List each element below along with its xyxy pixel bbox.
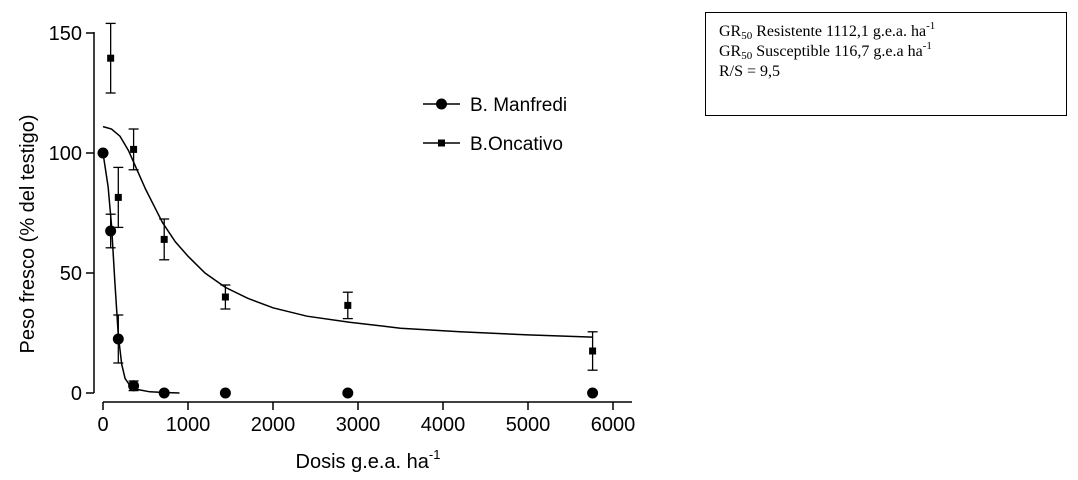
x-axis-title-text: Dosis g.e.a. ha <box>296 451 430 473</box>
y-axis-title: Peso fresco (% del testigo) <box>17 115 39 354</box>
point-manfredi <box>128 380 140 392</box>
stats-box: GR50 Resistente 1112,1 g.e.a. ha-1 GR50 … <box>705 12 1067 116</box>
y-tick-label: 0 <box>71 383 82 405</box>
fit-curves <box>102 125 593 394</box>
stats-gr-subscript: 50 <box>741 50 753 62</box>
x-axis-title: Dosis g.e.a. ha-1 <box>296 447 441 473</box>
legend-marker-circle <box>436 98 447 110</box>
tick-group: 0 1000 2000 3000 4000 5000 6000 0 50 100 150 <box>49 23 636 436</box>
point-manfredi <box>587 387 599 399</box>
x-tick-label: 1000 <box>166 414 211 436</box>
point-oncativo <box>221 293 229 301</box>
point-oncativo <box>589 347 597 355</box>
point-manfredi <box>342 387 354 399</box>
point-oncativo <box>130 145 138 153</box>
x-tick-label: 2000 <box>251 414 296 436</box>
point-manfredi <box>219 387 231 399</box>
axes <box>93 32 632 403</box>
point-manfredi <box>158 387 170 399</box>
point-oncativo <box>160 235 168 243</box>
x-tick-label: 4000 <box>421 414 466 436</box>
fit-curve-oncativo <box>102 125 593 338</box>
legend: B. Manfredi B.Oncativo <box>423 95 567 155</box>
x-tick-label: 6000 <box>591 414 636 436</box>
x-tick-label: 0 <box>97 414 108 436</box>
x-tick-label: 3000 <box>336 414 381 436</box>
legend-label: B. Manfredi <box>470 95 567 116</box>
stats-susceptible-text: Susceptible 116,7 g.e.a ha <box>752 43 923 60</box>
legend-marker-square <box>438 139 445 147</box>
dose-response-chart: 0 1000 2000 3000 4000 5000 6000 0 50 100 150 B. Ma… <box>17 22 636 473</box>
stats-line-susceptible: GR50 Susceptible 116,7 g.e.a ha-1 <box>719 40 1054 62</box>
y-tick-label: 100 <box>49 143 82 165</box>
y-tick-label: 50 <box>60 263 82 285</box>
stats-line-resistente: GR50 Resistente 1112,1 g.e.a. ha-1 <box>719 20 1054 42</box>
point-oncativo <box>344 301 352 309</box>
stats-unit-superscript: -1 <box>926 20 936 32</box>
legend-label: B.Oncativo <box>470 134 563 155</box>
error-bars <box>105 22 598 392</box>
stats-unit-superscript: -1 <box>922 40 932 52</box>
x-tick-label: 5000 <box>506 414 551 436</box>
point-oncativo <box>114 193 122 201</box>
y-tick-label: 150 <box>49 23 82 45</box>
point-manfredi <box>112 333 124 345</box>
point-manfredi <box>105 225 117 237</box>
data-markers <box>97 54 599 399</box>
point-oncativo <box>107 54 115 62</box>
stats-gr-label: GR <box>719 43 742 60</box>
fit-curve-manfredi <box>102 152 180 394</box>
stats-line-ratio: R/S = 9,5 <box>719 63 781 80</box>
point-manfredi <box>97 147 109 159</box>
x-axis-title-superscript: -1 <box>429 447 441 462</box>
stats-resistente-text: Resistente 1112,1 g.e.a. ha <box>752 23 927 40</box>
stats-gr-label: GR <box>719 23 742 40</box>
stats-gr-subscript: 50 <box>741 30 753 42</box>
